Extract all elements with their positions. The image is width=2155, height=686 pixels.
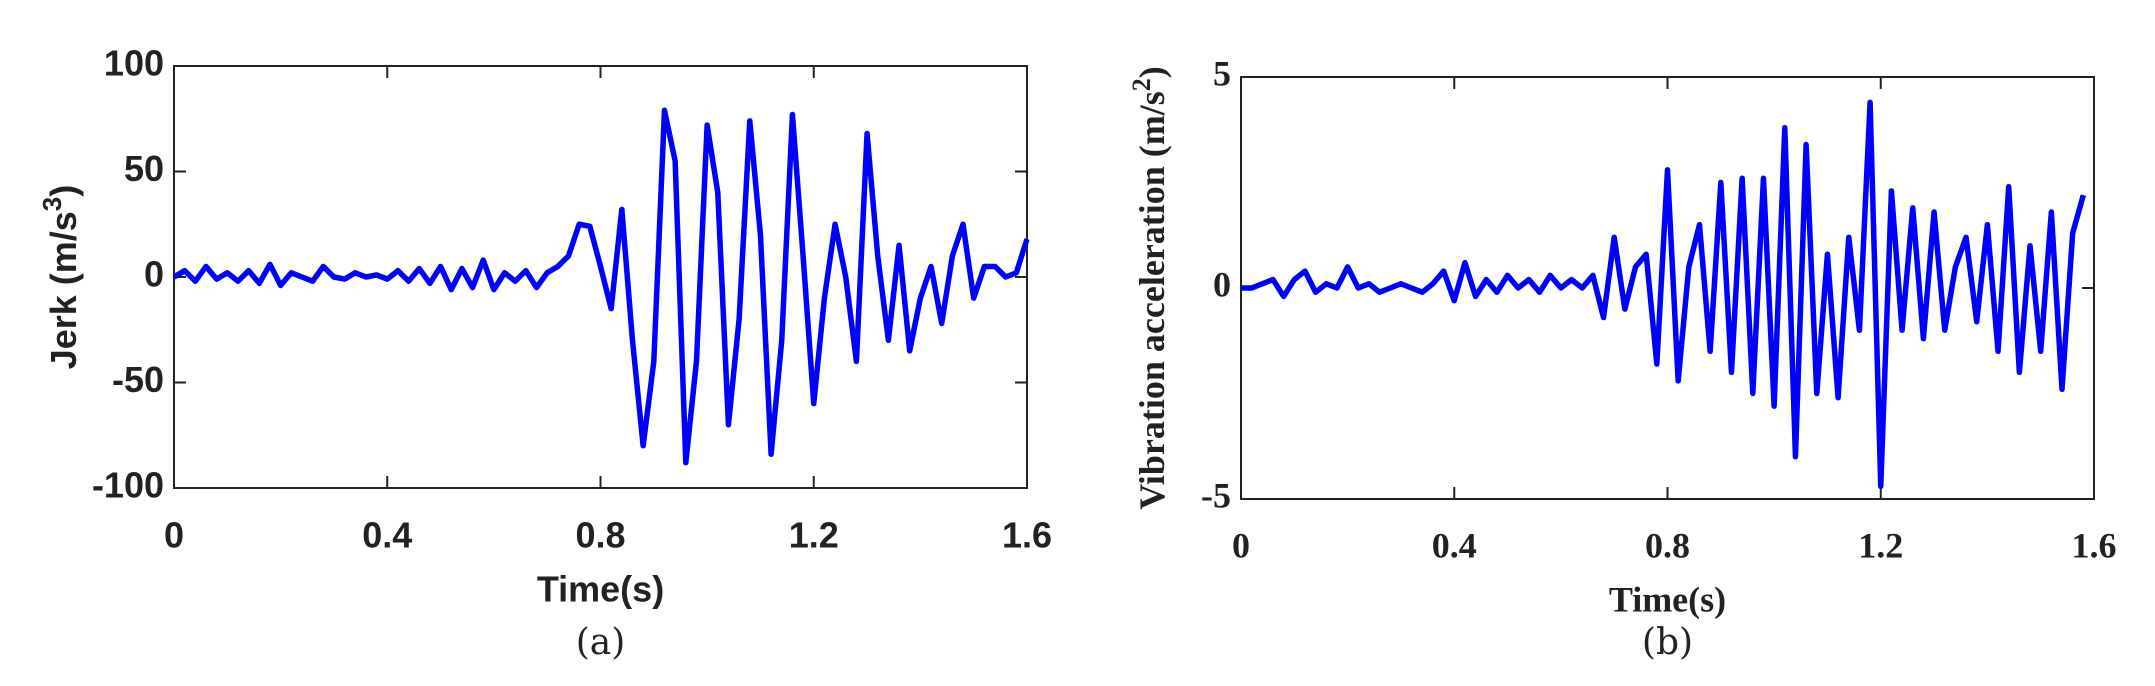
- x-tick-label: 0.4: [362, 515, 412, 556]
- y-tick-label: -5: [1201, 475, 1231, 515]
- y-label-tail: ): [43, 185, 84, 197]
- x-axis-label: Time(s): [537, 569, 664, 610]
- x-axis-label: Time(s): [1609, 579, 1726, 619]
- y-label-tail: ): [1132, 66, 1172, 78]
- x-tick-label: 0.8: [1645, 525, 1690, 565]
- y-tick-label: 100: [104, 43, 164, 84]
- y-tick-label: 5: [1213, 53, 1231, 93]
- x-tick-label: 0: [1232, 525, 1250, 565]
- x-tick-label: 1.6: [2072, 525, 2117, 565]
- y-axis-label: Vibration acceleration (m/s2): [1127, 66, 1172, 510]
- y-label-text: Jerk (m/s: [43, 211, 84, 369]
- y-tick-label: 0: [1213, 264, 1231, 304]
- x-tick-label: 1.2: [789, 515, 839, 556]
- x-tick-label: 0: [164, 515, 184, 556]
- x-tick-label: 1.6: [1002, 515, 1052, 556]
- x-tick-label: 0.4: [1432, 525, 1477, 565]
- caption: (b): [1642, 622, 1693, 663]
- plot-frame: [1240, 76, 2095, 500]
- caption: (a): [576, 622, 626, 663]
- x-tick-label: 0.8: [575, 515, 625, 556]
- y-axis-label: Jerk (m/s3): [37, 185, 84, 370]
- y-tick-label: -100: [92, 465, 164, 506]
- line: [1241, 99, 2086, 490]
- y-tick-label: -50: [112, 359, 164, 400]
- y-label-sup: 3: [37, 197, 67, 211]
- y-label-sup: 2: [1127, 78, 1156, 91]
- y-tick-label: 50: [124, 148, 164, 189]
- line: [172, 107, 1030, 466]
- y-label-text: Vibration acceleration (m/s: [1132, 91, 1172, 510]
- chart: 0 0.4 0.8 1.2 1.6 -100 -50 0 50 100 Time(s) Jerk (m…: [37, 43, 1052, 663]
- x-tick-label: 1.2: [1858, 525, 1903, 565]
- y-tick-label: 0: [144, 254, 164, 295]
